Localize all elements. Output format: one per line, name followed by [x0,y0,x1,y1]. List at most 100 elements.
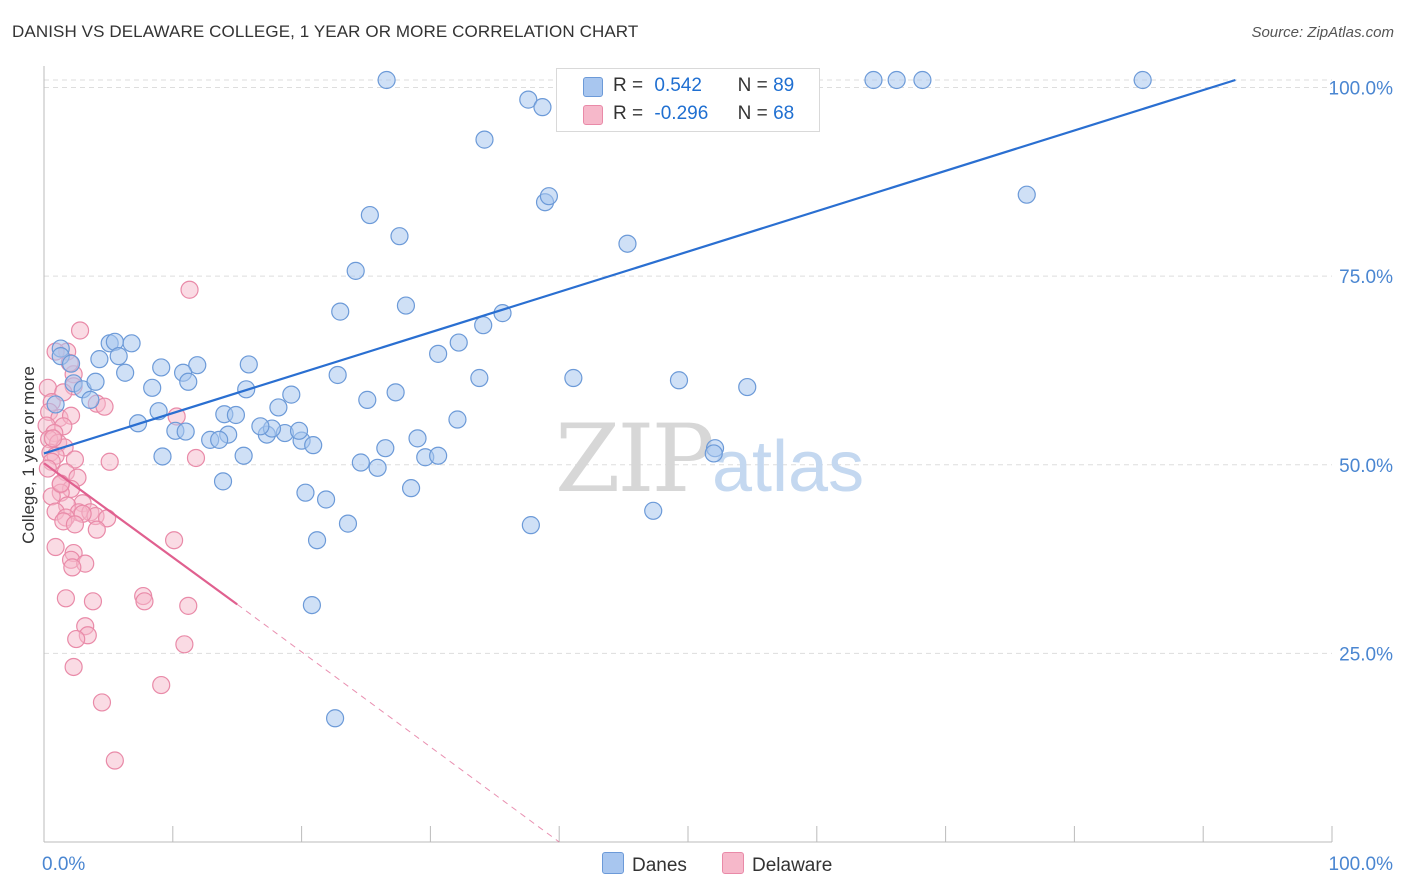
danes-point [296,483,315,502]
danes-point [396,296,416,315]
danes-point [307,531,327,550]
danes-point [1017,185,1036,204]
danes-point [46,395,65,414]
danes-point [429,344,448,363]
delaware-point [65,515,85,534]
danes-point [913,70,932,90]
danes-point [521,516,540,535]
danes-point [519,90,538,109]
danes-stats: R = 0.542 N = 89 [613,75,794,97]
danes-point [386,383,405,402]
danes-point [564,368,583,388]
delaware-n-label: N = [737,103,768,124]
delaware-point [175,635,194,654]
delaware-point [135,592,154,611]
delaware-stats: R = -0.296 N = 68 [613,103,794,125]
danes-point [86,372,105,391]
delaware-point [83,592,103,611]
delaware-point [164,531,184,550]
danes-point [304,436,323,455]
danes-point [474,316,493,335]
delaware-point [92,693,112,712]
danes-point [316,490,336,509]
delaware-swatch [583,105,603,125]
legend-danes-swatch [602,852,624,874]
danes-point [338,514,358,533]
danes-point [234,446,253,465]
danes-point [289,421,309,440]
danes-point [325,709,345,728]
danes-point [109,347,128,366]
danes-point [376,439,395,458]
stats-legend: R = 0.542 N = 89 R = -0.296 N = 68 [556,68,820,132]
danes-point [346,261,365,280]
danes-point [188,356,207,375]
x-tick-label: 0.0% [42,854,85,875]
danes-point [429,446,448,465]
delaware-point [87,520,106,539]
delaware-point [46,537,65,557]
danes-point [143,378,162,397]
delaware-points [37,280,206,770]
gridlines [44,79,1332,654]
danes-point [239,355,258,374]
danes-point [213,472,233,491]
delaware-point [180,280,199,299]
delaware-r-label: R = [613,103,644,124]
y-tick-label: 50.0% [1339,456,1393,477]
danes-point [152,358,171,377]
delaware-point [38,459,57,478]
danes-point [81,390,100,409]
delaware-point [179,596,198,615]
danes-trend-line [43,78,1236,455]
trend-lines [43,78,1236,843]
danes-point [539,187,558,206]
source-credit: Source: ZipAtlas.com [1251,24,1394,41]
delaware-point [70,321,90,340]
delaware-r-value: -0.296 [654,103,709,124]
danes-point [302,596,322,615]
danes-point [390,227,409,246]
danes-point [368,458,387,477]
legend-delaware: Delaware [722,852,832,877]
danes-point [153,447,172,466]
danes-point [269,398,288,417]
chart-title: DANISH VS DELAWARE COLLEGE, 1 YEAR OR MO… [12,22,639,41]
delaware-n-value: 68 [773,103,795,124]
danes-point [251,417,270,436]
danes-point [644,501,663,520]
danes-point [475,130,494,149]
danes-point [176,422,195,441]
y-tick-label: 75.0% [1339,267,1393,288]
x-tick-label: 100.0% [1329,854,1394,875]
delaware-trend-extension [236,603,560,843]
danes-n-value: 89 [773,75,795,96]
danes-point [401,479,421,498]
danes-point [358,390,377,409]
danes-point [864,70,883,90]
danes-point [1133,70,1152,90]
danes-r-label: R = [613,75,644,96]
danes-point [448,410,467,429]
danes-point [331,302,350,321]
delaware-point [43,429,63,448]
legend-delaware-label: Delaware [752,855,833,876]
legend-danes: Danes [602,852,687,877]
y-tick-label: 100.0% [1329,79,1394,100]
danes-point [408,429,427,448]
danes-point [360,205,379,225]
danes-points [46,70,1152,728]
legend-danes-label: Danes [632,855,687,876]
delaware-point [51,474,70,493]
delaware-point [65,450,85,469]
danes-point [122,334,141,353]
tick-labels: 25.0% 50.0% 75.0% 100.0% 0.0% 100.0% [42,79,1393,875]
delaware-point [63,558,82,577]
danes-point [533,98,552,117]
danes-point [704,444,723,463]
delaware-point [64,657,83,677]
y-tick-label: 25.0% [1339,644,1393,665]
watermark: ZIP atlas [555,405,864,514]
danes-point [887,70,906,90]
